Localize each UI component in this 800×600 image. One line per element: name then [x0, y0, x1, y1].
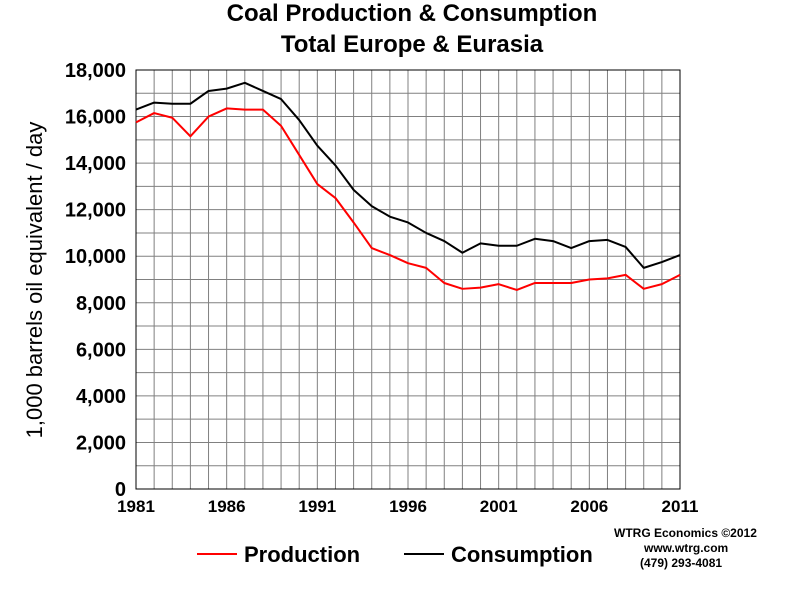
y-axis-label: 1,000 barrels oil equivalent / day: [22, 122, 47, 439]
x-tick-label: 1991: [298, 497, 336, 516]
chart-title-line-2: Total Europe & Eurasia: [281, 31, 544, 58]
plot-area-frame: [135, 69, 681, 490]
series-line-consumption: [135, 81, 681, 269]
y-tick-label: 18,000: [65, 60, 126, 82]
y-tick-label: 14,000: [65, 153, 126, 175]
y-tick-label: 2,000: [76, 432, 126, 454]
x-tick-labels: 1981 1986 1991 1996 2001 2006 2011: [117, 497, 698, 516]
x-tick-label: 2001: [480, 497, 518, 516]
credit-line-2: www.wtrg.com: [643, 541, 728, 555]
y-tick-label: 6,000: [76, 339, 126, 361]
credit-line-3: (479) 293-4081: [640, 556, 722, 570]
legend: Production Consumption: [197, 542, 593, 567]
x-tick-label: 1981: [117, 497, 155, 516]
legend-label-consumption: Consumption: [451, 542, 593, 567]
y-tick-label: 8,000: [76, 293, 126, 315]
credit: WTRG Economics ©2012 www.wtrg.com (479) …: [614, 526, 757, 570]
x-tick-label: 2011: [662, 497, 699, 516]
legend-label-production: Production: [244, 542, 360, 567]
y-tick-label: 4,000: [76, 386, 126, 408]
chart-title-line-1: Coal Production & Consumption: [227, 0, 598, 27]
credit-line-1: WTRG Economics ©2012: [614, 526, 757, 540]
x-tick-label: 1986: [208, 497, 246, 516]
y-tick-labels: 0 2,000 4,000 6,000 8,000 10,000 12,000 14,000 1…: [65, 60, 126, 501]
series-line-production: [135, 107, 681, 291]
x-tick-label: 1996: [389, 497, 427, 516]
grid: [135, 69, 681, 490]
y-tick-label: 10,000: [65, 246, 126, 268]
series-layer: [135, 81, 681, 291]
y-tick-label: 12,000: [65, 200, 126, 222]
y-tick-label: 16,000: [65, 107, 126, 129]
y-tick-label: 0: [115, 479, 126, 501]
x-tick-label: 2006: [570, 497, 608, 516]
